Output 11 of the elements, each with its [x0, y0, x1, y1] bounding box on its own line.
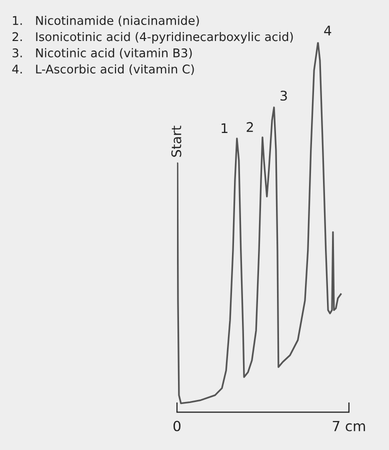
x-tick-label: 7 cm: [332, 420, 365, 432]
annotation: 3: [280, 90, 287, 101]
annotation: 4. L-Ascorbic acid (vitamin C): [12, 64, 194, 75]
annotation: 2. Isonicotinic acid (4-pyridinecarboxylic acid): [12, 32, 293, 44]
annotation: 3. Nicotinic acid (vitamin B3): [12, 48, 192, 59]
annotation: 4: [324, 26, 332, 36]
annotation: 1: [222, 123, 228, 133]
annotation: 2: [246, 122, 253, 132]
text: 1. Nicotinamide (niacinamide): [12, 16, 199, 26]
x-tick-label: 0: [173, 420, 180, 432]
annotation: Start: [171, 126, 182, 157]
